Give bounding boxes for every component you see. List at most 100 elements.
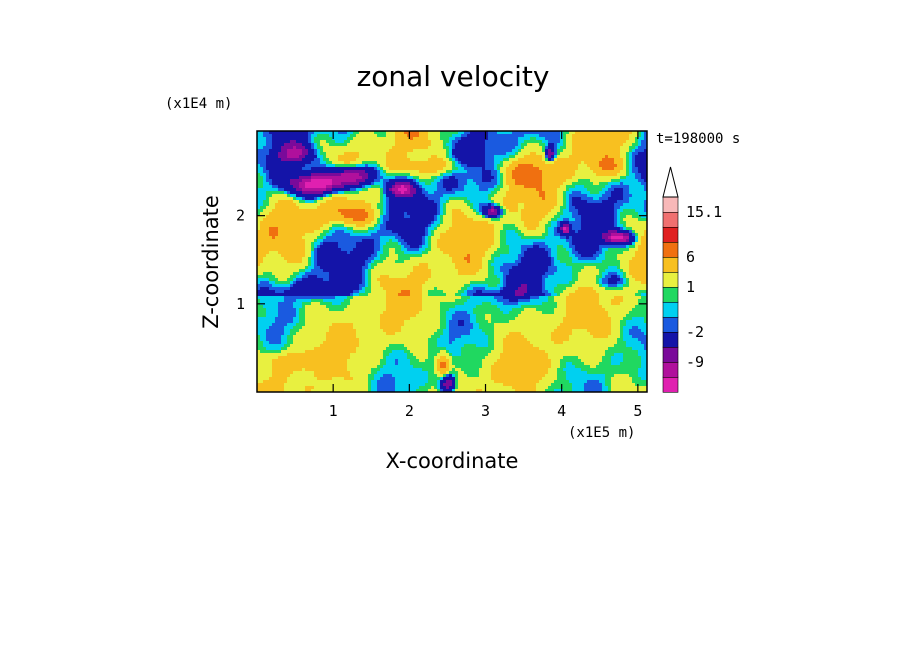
field-cell xyxy=(434,203,438,207)
field-cell xyxy=(626,188,630,192)
field-cell xyxy=(296,131,300,135)
field-cell xyxy=(380,242,384,246)
field-cell xyxy=(479,179,483,183)
field-cell xyxy=(281,140,285,144)
field-cell xyxy=(635,164,639,168)
field-cell xyxy=(452,164,456,168)
field-cell xyxy=(377,188,381,192)
field-cell xyxy=(539,191,543,195)
field-cell xyxy=(266,179,270,183)
field-cell xyxy=(515,173,519,177)
field-cell xyxy=(473,200,477,204)
field-cell xyxy=(554,200,558,204)
field-cell xyxy=(467,173,471,177)
field-cell xyxy=(431,233,435,237)
field-cell xyxy=(347,197,351,201)
field-cell xyxy=(431,200,435,204)
field-cell xyxy=(419,242,423,246)
field-cell xyxy=(347,230,351,234)
field-cell xyxy=(386,191,390,195)
field-cell xyxy=(380,197,384,201)
field-cell xyxy=(314,152,318,156)
field-cell xyxy=(302,152,306,156)
field-cell xyxy=(596,182,600,186)
field-cell xyxy=(395,140,399,144)
field-cell xyxy=(464,212,468,216)
field-cell xyxy=(323,233,327,237)
field-cell xyxy=(401,221,405,225)
field-cell xyxy=(278,218,282,222)
field-cell xyxy=(386,185,390,189)
field-cell xyxy=(392,173,396,177)
field-cell xyxy=(626,194,630,198)
field-cell xyxy=(332,176,336,180)
field-cell xyxy=(344,155,348,159)
field-cell xyxy=(587,155,591,159)
field-cell xyxy=(308,221,312,225)
field-cell xyxy=(620,209,624,213)
field-cell xyxy=(260,146,264,150)
field-cell xyxy=(302,227,306,231)
field-cell xyxy=(350,152,354,156)
field-cell xyxy=(548,230,552,234)
field-cell xyxy=(392,134,396,138)
field-cell xyxy=(413,230,417,234)
field-cell xyxy=(503,173,507,177)
field-cell xyxy=(608,203,612,207)
field-cell xyxy=(461,200,465,204)
field-cell xyxy=(287,224,291,228)
field-cell xyxy=(623,134,627,138)
field-cell xyxy=(554,206,558,210)
field-cell xyxy=(458,161,462,165)
field-cell xyxy=(389,224,393,228)
field-cell xyxy=(524,206,528,210)
field-cell xyxy=(593,149,597,153)
field-cell xyxy=(443,221,447,225)
field-cell xyxy=(329,155,333,159)
field-cell xyxy=(389,212,393,216)
field-cell xyxy=(635,212,639,216)
field-cell xyxy=(362,143,366,147)
field-cell xyxy=(641,158,645,162)
field-cell xyxy=(287,191,291,195)
field-cell xyxy=(557,191,561,195)
field-cell xyxy=(593,197,597,201)
field-cell xyxy=(467,170,471,174)
field-cell xyxy=(419,158,423,162)
field-cell xyxy=(608,176,612,180)
field-cell xyxy=(323,179,327,183)
field-cell xyxy=(401,242,405,246)
field-cell xyxy=(407,161,411,165)
field-cell xyxy=(506,167,510,171)
field-cell xyxy=(527,239,531,243)
field-cell xyxy=(464,242,468,246)
field-cell xyxy=(608,146,612,150)
field-cell xyxy=(281,194,285,198)
field-cell xyxy=(320,230,324,234)
field-cell xyxy=(269,212,273,216)
field-cell xyxy=(482,143,486,147)
field-cell xyxy=(491,212,495,216)
field-cell xyxy=(383,131,387,135)
field-cell xyxy=(353,179,357,183)
field-cell xyxy=(497,191,501,195)
field-cell xyxy=(413,245,417,249)
field-cell xyxy=(377,239,381,243)
field-cell xyxy=(584,158,588,162)
field-cell xyxy=(272,155,276,159)
field-cell xyxy=(632,236,636,240)
field-cell xyxy=(524,218,528,222)
field-cell xyxy=(494,233,498,237)
field-cell xyxy=(614,140,618,144)
field-cell xyxy=(512,233,516,237)
field-cell xyxy=(401,236,405,240)
field-cell xyxy=(263,137,267,141)
field-cell xyxy=(356,152,360,156)
field-cell xyxy=(281,161,285,165)
field-cell xyxy=(602,227,606,231)
field-cell xyxy=(452,239,456,243)
field-cell xyxy=(326,230,330,234)
field-cell xyxy=(512,227,516,231)
field-cell xyxy=(563,161,567,165)
field-cell xyxy=(305,143,309,147)
